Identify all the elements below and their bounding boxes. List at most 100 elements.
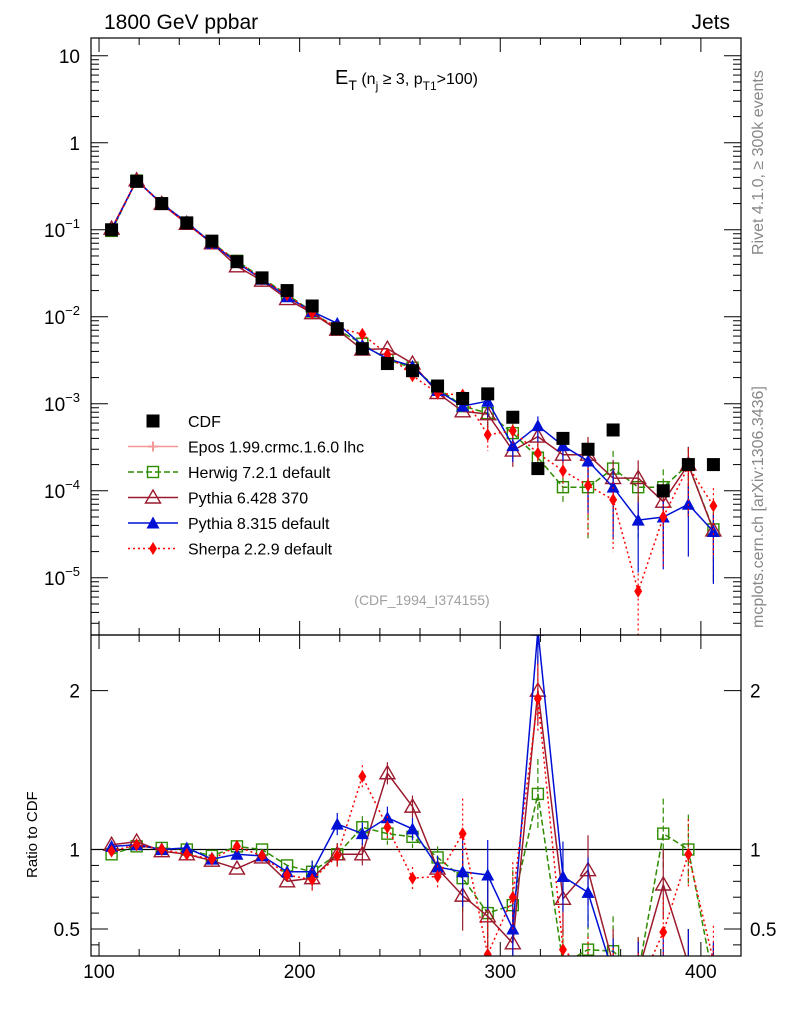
data-point [380,357,394,371]
ratio-point [408,871,417,885]
series-point [508,424,517,438]
x-tick-label: 100 [83,962,115,983]
ratio-point [533,692,542,706]
series-point [481,394,495,407]
series-point [558,464,567,478]
y-tick-label: 10−2 [44,303,80,329]
y-tick-label: 10−5 [44,564,80,590]
data-point [405,364,419,378]
legend-entry: CDF [146,414,221,431]
ratio-point [557,958,568,969]
legend-entry: Herwig 7.2.1 default [128,465,331,482]
ratio-point [353,845,372,861]
data-point [456,391,470,405]
data-point [355,342,369,356]
series-point [659,510,668,524]
plot-title: ET (nj ≥ 3, pT1>100) [335,67,478,93]
ratio-point [355,827,369,840]
data-point [481,387,495,401]
ratio-tick-label-right: 2 [750,682,761,703]
ratio-point [654,875,672,891]
rivet-label: Rivet 4.1.0, ≥ 300k events [750,70,767,255]
ratio-point [180,841,194,854]
data-point [606,423,620,437]
series-point [483,428,492,442]
legend-label: Sherpa 2.2.9 default [188,542,333,559]
series-cdf [105,174,720,498]
ratio-ylabel: Ratio to CDF [24,791,41,878]
ratio-point [508,890,517,904]
ratio-point [207,852,216,866]
ratio-point [378,764,397,780]
series-point [634,584,643,598]
data-point [506,410,520,424]
ratio-point [456,865,470,878]
series-sherpa-2-2-9-default [107,173,718,635]
y-tick-label: 1 [69,134,80,155]
series-point [681,497,695,510]
title-sub-t1: T1 [423,79,437,93]
y-tick-label: 10−1 [44,216,80,242]
legend-marker [148,441,158,452]
series-point [631,513,645,526]
legend-marker [144,488,162,504]
title-paren: (n [357,71,376,88]
legend-label: Pythia 6.428 370 [188,491,308,508]
ratio-point [609,977,617,990]
legend-label: Herwig 7.2.1 default [188,465,331,482]
y-tick-label: 10−3 [44,390,80,416]
ratio-tick-label: 0.5 [54,920,80,941]
ratio-point [479,907,497,923]
ratio-point [383,820,392,834]
data-point [556,431,570,445]
data-point [105,223,119,237]
series-point [533,446,542,460]
legend-entry: Epos 1.99.crmc.1.6.0 lhc [128,440,364,457]
ratio-point [581,943,595,956]
ratio-pythia-8-315-default [105,635,715,956]
ratio-point [232,839,241,853]
data-point [180,216,194,230]
x-tick-label: 200 [284,962,316,983]
ratio-point [305,865,319,878]
ratio-point [684,847,693,861]
ratio-sherpa-2-2-9-default [107,663,715,994]
data-point [205,234,219,248]
ratio-tick-label: 2 [69,682,80,703]
ratio-point [157,843,166,857]
ratio-point [433,870,442,884]
ratio-point [634,981,642,994]
ratio-point [558,943,567,956]
data-point [581,442,595,456]
data-point [706,458,720,472]
legend-marker [146,414,160,428]
ratio-point [612,955,614,956]
ratio-tick-label: 1 [69,841,80,862]
data-point [431,379,445,393]
ratio-point [283,868,292,882]
legend-label: CDF [188,414,221,431]
data-point [230,255,244,269]
ratio-tick-label-right: 0.5 [750,920,776,941]
y-tick-label: 10 [59,47,80,68]
legend-marker [149,542,157,555]
y-tick-label: 10−4 [44,477,80,503]
ratio-point [657,827,670,840]
ratio-line [111,698,714,956]
series-point [709,499,718,513]
ratio-tick-label-right: 1 [750,841,761,862]
ratio-point [358,769,367,783]
ratio-point [230,847,244,860]
data-point [155,197,169,211]
category-label: Jets [691,11,730,34]
data-point [656,484,670,498]
x-tick-label: 300 [484,962,516,983]
ratio-point [132,838,141,852]
series-point [584,479,593,493]
series-point [358,327,367,341]
data-point [330,322,344,336]
data-point [280,284,294,298]
ratio-point [481,868,495,881]
series-point [479,405,497,421]
ratio-point [403,797,422,813]
